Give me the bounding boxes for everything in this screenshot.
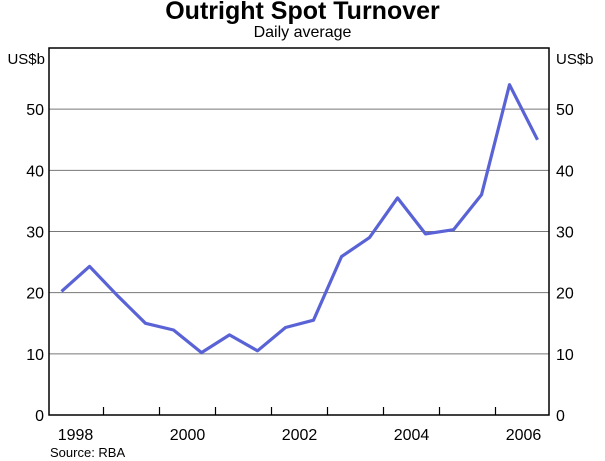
- y-axis-tick-label-left: 50: [26, 102, 44, 119]
- y-axis-tick-label-right: 30: [556, 225, 574, 242]
- y-axis-tick-label-right: 0: [556, 408, 565, 425]
- y-axis-tick-label-right: 40: [556, 163, 574, 180]
- x-axis-year-label: 2000: [170, 427, 206, 444]
- x-axis-year-label: 1998: [58, 427, 94, 444]
- y-axis-tick-label-right: 20: [556, 286, 574, 303]
- y-axis-unit-label-right: US$b: [556, 51, 594, 68]
- y-axis-tick-label-left: 10: [26, 347, 44, 364]
- y-axis-tick-label-right: 10: [556, 347, 574, 364]
- y-axis-unit-label-left: US$b: [7, 51, 45, 68]
- chart-subtitle: Daily average: [253, 24, 352, 41]
- x-axis-year-label: 2004: [394, 427, 430, 444]
- y-axis-tick-label-right: 50: [556, 102, 574, 119]
- x-axis-year-label: 2006: [506, 427, 542, 444]
- x-axis-year-label: 2002: [282, 427, 318, 444]
- y-axis-tick-label-left: 20: [26, 286, 44, 303]
- source-note: Source: RBA: [50, 445, 126, 460]
- turnover-line-series: [60, 83, 539, 355]
- y-axis-tick-label-left: 0: [35, 408, 44, 425]
- plot-frame: [48, 47, 550, 416]
- y-axis-tick-label-left: 30: [26, 225, 44, 242]
- y-axis-tick-label-left: 40: [26, 163, 44, 180]
- chart-title: Outright Spot Turnover: [165, 0, 440, 25]
